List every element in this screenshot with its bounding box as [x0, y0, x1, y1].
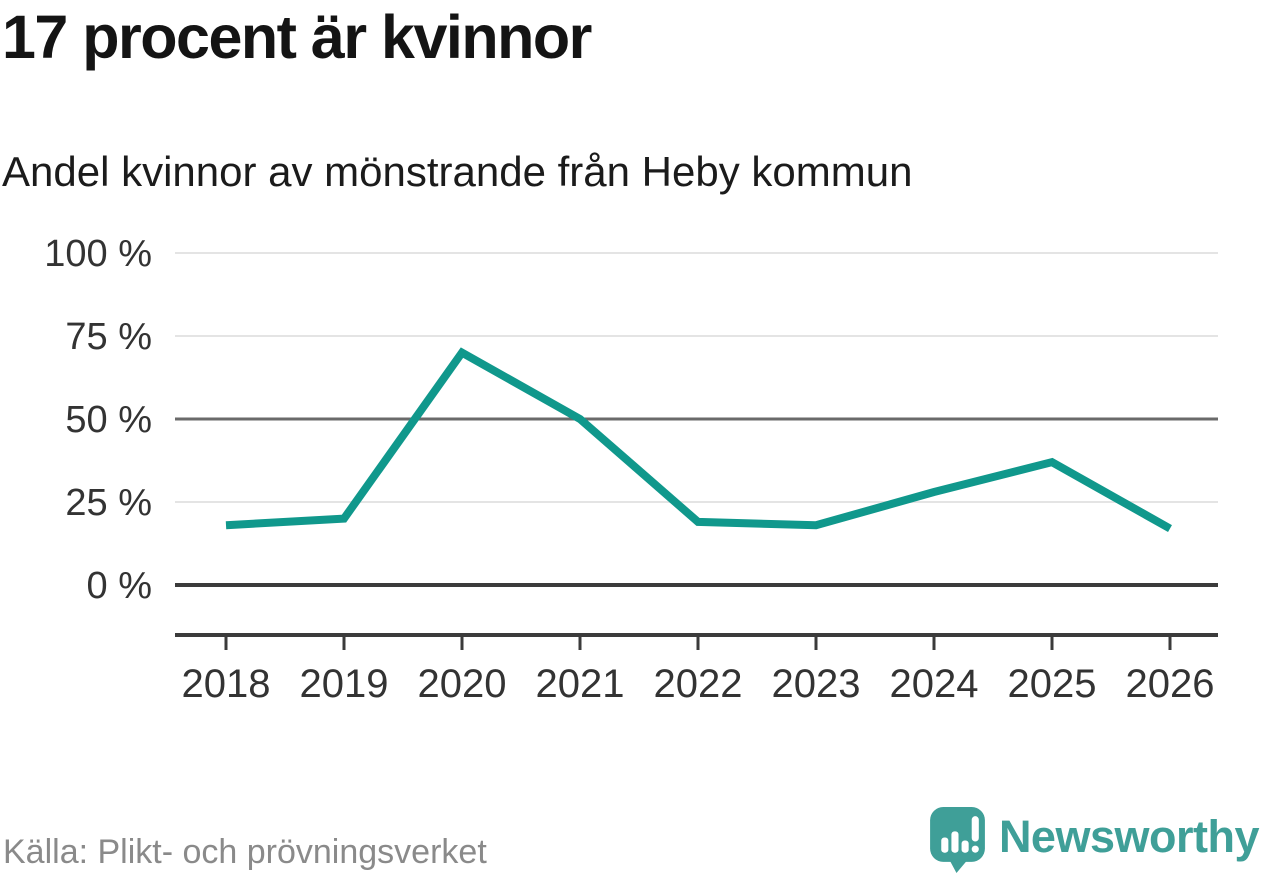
y-axis-label: 75 %	[65, 316, 152, 358]
logo-bars-icon	[941, 831, 969, 853]
data-line	[225, 347, 1172, 533]
newsworthy-logo: Newsworthy	[927, 806, 1260, 873]
source-note: Källa: Plikt- och prövningsverket	[3, 833, 487, 871]
x-axis-label: 2022	[654, 662, 743, 706]
brand-wordmark: Newsworthy	[998, 811, 1260, 862]
logo-exclamation-icon	[971, 816, 979, 853]
x-axis-label: 2023	[772, 662, 861, 706]
logo-bubble-icon	[930, 807, 985, 873]
y-axis-label: 0 %	[87, 565, 152, 607]
x-axis-label: 2018	[182, 662, 271, 706]
y-axis-label: 100 %	[44, 233, 152, 275]
x-axis-label: 2024	[890, 662, 979, 706]
chart-title: 17 procent är kvinnor	[2, 3, 592, 71]
x-axis-label: 2021	[536, 662, 625, 706]
x-axis-label: 2025	[1008, 662, 1097, 706]
line-chart: 100 % 75 % 50 % 25 % 0 % 2018 2019 2020 2021 2022…	[44, 233, 1218, 706]
y-axis-label: 50 %	[65, 399, 152, 441]
x-axis-label: 2020	[418, 662, 507, 706]
chart-subtitle: Andel kvinnor av mönstrande från Heby ko…	[2, 148, 913, 195]
x-axis-label: 2019	[300, 662, 389, 706]
y-axis-label: 25 %	[65, 482, 152, 524]
x-axis-label: 2026	[1126, 662, 1215, 706]
